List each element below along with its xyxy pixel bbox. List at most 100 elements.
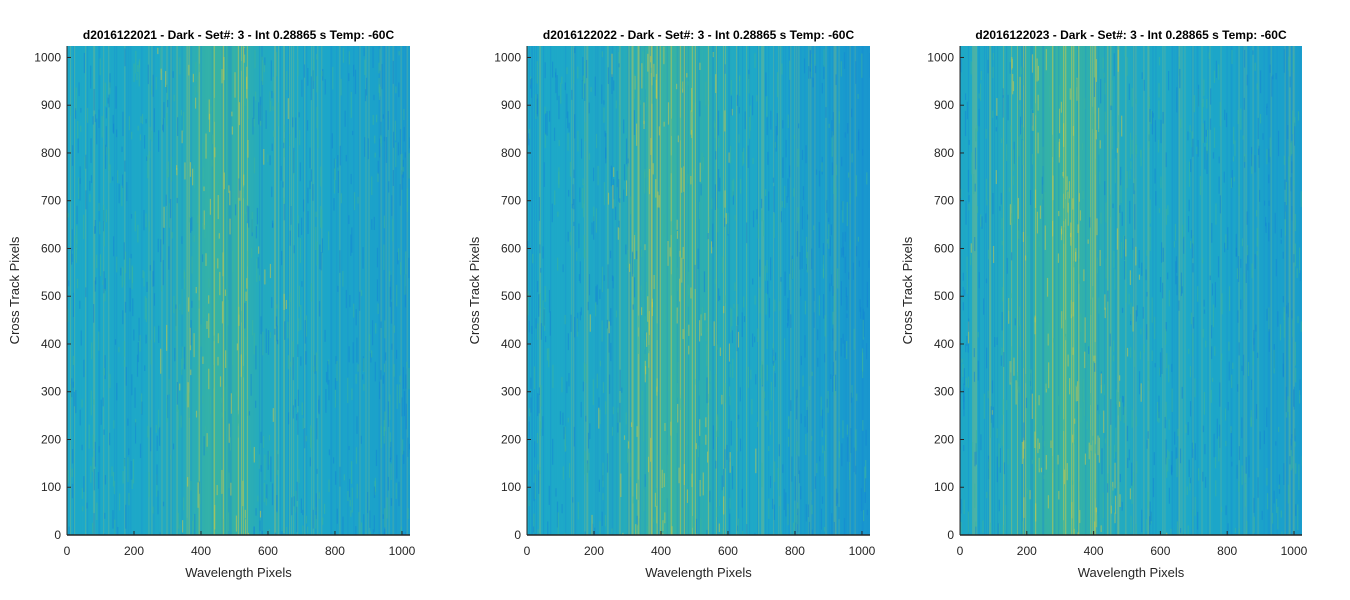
heatmap-streak: [389, 286, 391, 307]
heatmap-streak: [564, 315, 566, 325]
heatmap-streak: [188, 217, 191, 223]
heatmap-streak: [245, 337, 247, 356]
heatmap-column: [137, 46, 139, 535]
heatmap-streak: [305, 315, 308, 337]
heatmap-streak: [1129, 270, 1131, 285]
heatmap-column: [1069, 46, 1071, 535]
heatmap-streak: [141, 401, 143, 415]
heatmap-streak: [1158, 57, 1161, 66]
heatmap-streak: [1051, 134, 1053, 158]
heatmap-streak: [304, 427, 306, 449]
heatmap-streak: [93, 468, 95, 491]
heatmap-column: [694, 46, 697, 535]
heatmap-streak: [832, 286, 834, 296]
heatmap-column: [222, 46, 225, 535]
heatmap-streak: [765, 293, 767, 315]
heatmap-column: [787, 46, 789, 535]
heatmap-streak: [1162, 111, 1164, 124]
heatmap-streak: [716, 507, 718, 518]
heatmap-streak: [970, 243, 972, 253]
heatmap-streak: [643, 102, 645, 125]
heatmap-streak: [1185, 424, 1187, 434]
heatmap-streak: [801, 245, 803, 269]
heatmap-streak: [755, 448, 757, 474]
heatmap-streak: [384, 320, 386, 339]
heatmap-streak: [1020, 66, 1022, 75]
heatmap-streak: [792, 522, 794, 535]
heatmap-streak: [363, 358, 365, 372]
heatmap-streak: [1022, 232, 1025, 242]
heatmap-streak: [1141, 262, 1143, 276]
heatmap-streak: [756, 209, 758, 220]
heatmap-streak: [1129, 132, 1132, 159]
heatmap-streak: [531, 325, 533, 334]
heatmap-column: [1241, 46, 1244, 535]
heatmap-column: [566, 46, 568, 535]
heatmap-streak: [374, 135, 376, 144]
heatmap-column: [239, 46, 242, 535]
heatmap-streak: [1006, 257, 1008, 274]
y-tick-label: 900: [501, 98, 521, 112]
heatmap-column: [592, 46, 594, 535]
heatmap-streak: [1006, 400, 1008, 411]
heatmap-streak: [529, 408, 531, 417]
heatmap-column: [1019, 46, 1021, 535]
heatmap-streak: [1111, 486, 1114, 505]
heatmap-streak: [309, 457, 311, 467]
heatmap-streak: [786, 196, 788, 203]
heatmap-column: [646, 46, 649, 535]
heatmap-streak: [318, 492, 320, 499]
heatmap-streak: [835, 488, 838, 507]
heatmap-streak: [320, 252, 322, 271]
heatmap-column: [1288, 46, 1291, 535]
heatmap-streak: [1122, 396, 1125, 415]
heatmap-streak: [670, 421, 672, 436]
heatmap-streak: [1029, 490, 1031, 500]
heatmap-column: [264, 46, 267, 535]
heatmap-streak: [301, 402, 303, 416]
heatmap-column: [851, 46, 854, 535]
heatmap-streak: [1188, 459, 1190, 477]
heatmap-streak: [578, 274, 581, 282]
heatmap-streak: [1183, 236, 1185, 254]
heatmap-streak: [1130, 302, 1132, 322]
heatmap-streak: [208, 278, 210, 288]
heatmap-streak: [537, 323, 539, 340]
heatmap-streak: [636, 250, 638, 260]
heatmap-streak: [1251, 263, 1253, 279]
heatmap-streak: [1293, 386, 1295, 410]
heatmap-streak: [845, 287, 847, 297]
heatmap-streak: [390, 463, 392, 481]
heatmap-streak: [822, 255, 825, 279]
heatmap-streak: [283, 203, 285, 221]
heatmap-streak: [648, 353, 650, 368]
heatmap-streak: [1118, 115, 1120, 133]
heatmap-column: [811, 46, 813, 535]
y-tick-label: 0: [947, 528, 954, 542]
heatmap-streak: [231, 126, 233, 135]
heatmap-column: [165, 46, 167, 535]
heatmap-streak: [1173, 241, 1175, 248]
heatmap-streak: [573, 69, 575, 84]
heatmap-streak: [656, 378, 658, 392]
heatmap-streak: [813, 287, 815, 301]
heatmap-streak: [842, 201, 844, 223]
heatmap-streak: [647, 456, 650, 473]
heatmap-streak: [810, 50, 812, 72]
heatmap-streak: [1095, 59, 1097, 82]
heatmap-streak: [1266, 407, 1268, 428]
heatmap-streak: [1109, 333, 1111, 347]
heatmap-streak: [120, 267, 122, 276]
heatmap-streak: [239, 374, 241, 397]
heatmap-streak: [744, 111, 746, 130]
heatmap-streak: [1096, 257, 1099, 274]
heatmap-column: [1256, 46, 1259, 535]
heatmap-streak: [706, 344, 708, 367]
heatmap-column: [743, 46, 745, 535]
heatmap-streak: [1147, 360, 1149, 381]
heatmap-column: [394, 46, 397, 535]
heatmap-column: [553, 46, 555, 535]
heatmap-streak: [376, 279, 379, 302]
heatmap-column: [1068, 46, 1070, 535]
heatmap-column: [792, 46, 794, 535]
